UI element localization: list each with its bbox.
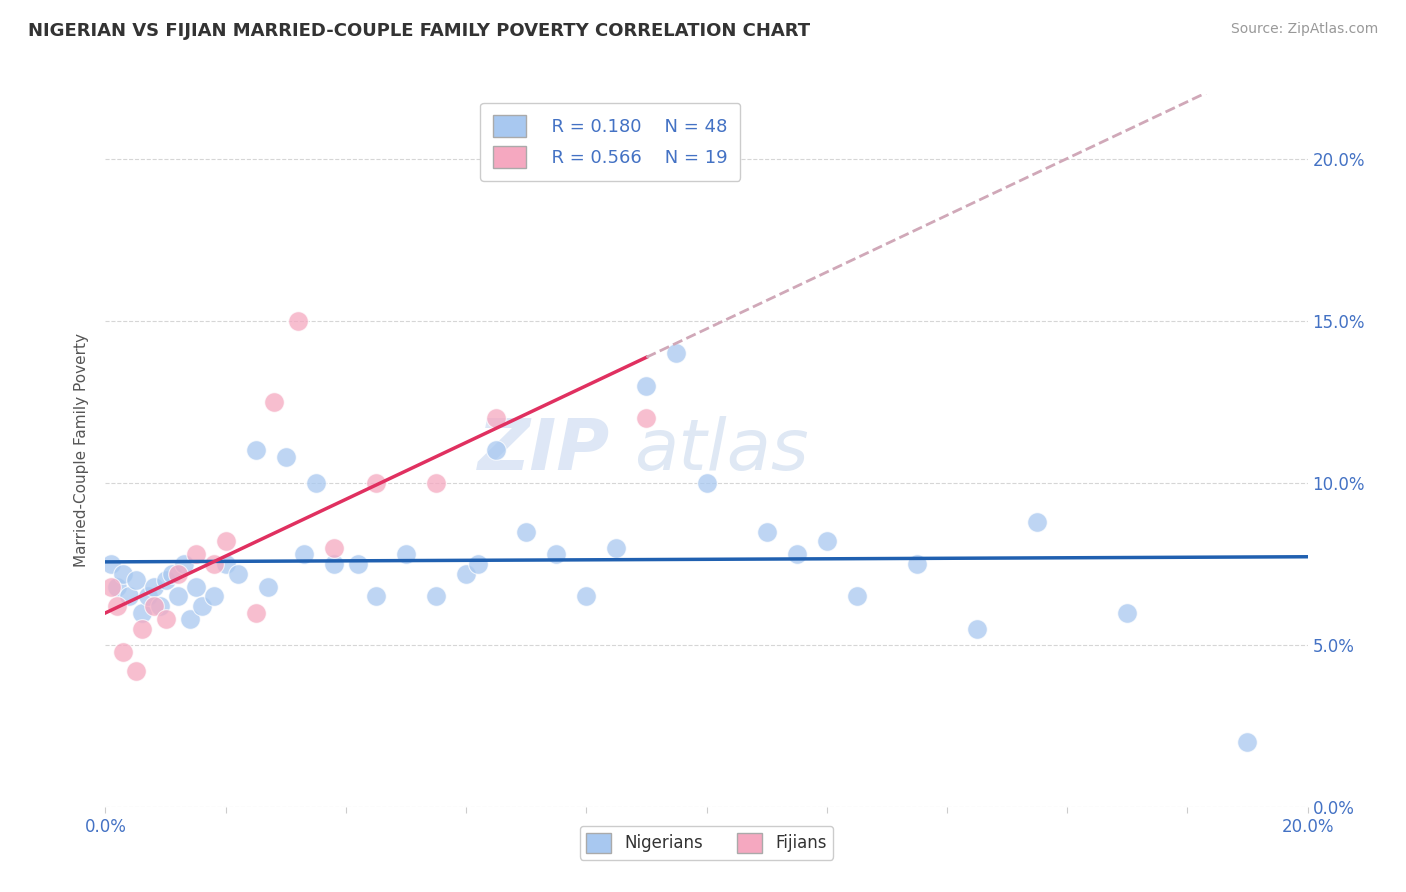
Point (124, 573, 146, 587)
Point (605, 541, 627, 555)
Point (136, 590, 159, 604)
Text: ZIP: ZIP (478, 416, 610, 485)
Point (1026, 515, 1049, 529)
Point (184, 547, 207, 561)
Point (160, 566, 183, 581)
Point (202, 590, 225, 604)
Point (575, 590, 598, 604)
Point (131, 622, 153, 636)
Point (845, 590, 868, 604)
Point (292, 547, 315, 561)
Point (364, 475, 387, 490)
Point (131, 606, 153, 620)
Point (100, 580, 122, 594)
Point (263, 394, 285, 409)
Point (118, 590, 141, 604)
Point (347, 557, 370, 571)
Point (454, 566, 477, 581)
Point (184, 580, 207, 594)
Point (148, 599, 170, 614)
Point (107, 580, 129, 594)
Point (395, 547, 418, 561)
Point (190, 599, 212, 614)
Point (107, 599, 129, 614)
Point (485, 443, 508, 458)
Point (815, 534, 838, 549)
Text: atlas: atlas (634, 416, 808, 485)
Point (245, 606, 267, 620)
Point (274, 450, 297, 464)
Point (305, 475, 328, 490)
Point (425, 590, 447, 604)
Point (696, 475, 718, 490)
Point (485, 411, 508, 425)
Text: Source: ZipAtlas.com: Source: ZipAtlas.com (1230, 22, 1378, 37)
Point (322, 541, 344, 555)
Point (214, 557, 236, 571)
Text: NIGERIAN VS FIJIAN MARRIED-COUPLE FAMILY POVERTY CORRELATION CHART: NIGERIAN VS FIJIAN MARRIED-COUPLE FAMILY… (28, 22, 810, 40)
Point (786, 547, 808, 561)
Point (1116, 606, 1139, 620)
Point (515, 524, 537, 539)
Point (755, 524, 778, 539)
Point (166, 590, 188, 604)
Point (214, 534, 236, 549)
Point (425, 475, 447, 490)
Point (1236, 735, 1258, 749)
Point (665, 346, 688, 360)
Point (467, 557, 489, 571)
Point (905, 557, 928, 571)
Point (636, 411, 658, 425)
Point (173, 557, 195, 571)
Y-axis label: Married-Couple Family Poverty: Married-Couple Family Poverty (75, 334, 90, 567)
Point (364, 590, 387, 604)
Point (112, 644, 135, 658)
Point (966, 622, 988, 636)
Point (155, 612, 177, 626)
Point (256, 580, 278, 594)
Point (226, 566, 249, 581)
Point (546, 547, 568, 561)
Point (142, 599, 165, 614)
Legend: Nigerians, Fijians: Nigerians, Fijians (579, 826, 834, 860)
Point (636, 378, 658, 392)
Point (179, 612, 201, 626)
Point (245, 443, 267, 458)
Point (287, 314, 309, 328)
Point (112, 566, 135, 581)
Point (322, 557, 344, 571)
Point (100, 557, 122, 571)
Point (124, 664, 146, 678)
Point (166, 566, 188, 581)
Point (142, 580, 165, 594)
Point (202, 557, 225, 571)
Point (155, 573, 177, 587)
